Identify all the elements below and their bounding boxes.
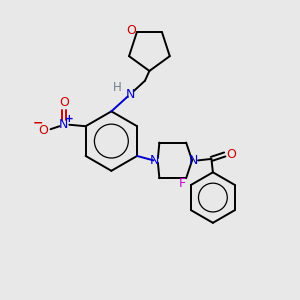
Text: N: N [189,154,198,167]
Text: O: O [59,96,69,109]
Text: H: H [113,81,122,94]
Text: O: O [127,24,136,37]
Text: N: N [150,154,160,167]
Text: O: O [38,124,48,137]
Text: O: O [227,148,237,161]
Text: N: N [59,118,69,131]
Text: +: + [65,114,74,124]
Text: −: − [32,117,43,130]
Text: F: F [179,177,186,190]
Text: N: N [125,88,135,100]
